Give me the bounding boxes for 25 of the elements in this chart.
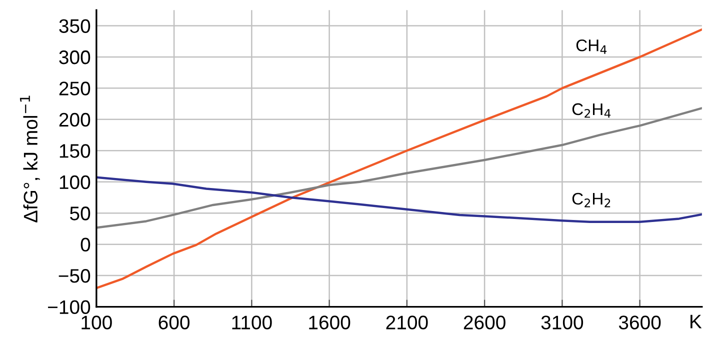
series-label: CH$_{4}$ (576, 40, 607, 54)
y-tick-label: −50 (58, 269, 90, 283)
y-tick-label: 250 (59, 82, 90, 96)
series-label: C$_{2}$H$_{2}$ (572, 192, 610, 208)
line-series (96, 176, 702, 223)
x-tick-label: 3600 (618, 316, 661, 330)
y-tick-label: 200 (59, 112, 90, 127)
x-tick-label: 2100 (386, 316, 428, 330)
y-tick-label: −100 (48, 300, 90, 314)
y-tick-label: 300 (59, 50, 90, 64)
x-tick-label: 1100 (232, 316, 272, 330)
x-tick-label: 100 (82, 316, 112, 330)
x-tick-label: 3100 (541, 316, 584, 330)
line-series (96, 28, 702, 290)
y-tick-label: 50 (70, 206, 90, 220)
x-tick-label: 1600 (309, 316, 350, 330)
x-tick-label: 2600 (464, 316, 506, 330)
series-label: C$_{2}$H$_{4}$ (572, 103, 611, 118)
y-axis-title: ΔfG°, kJ mol$^{−1}$ (20, 96, 40, 222)
y-tick-label: 0 (80, 238, 90, 252)
x-tick-label: 600 (158, 316, 190, 330)
y-tick-label: 100 (60, 175, 90, 190)
y-tick-label: 150 (60, 144, 90, 158)
y-tick-label: 350 (59, 19, 90, 33)
x-axis-title: K (690, 314, 702, 328)
